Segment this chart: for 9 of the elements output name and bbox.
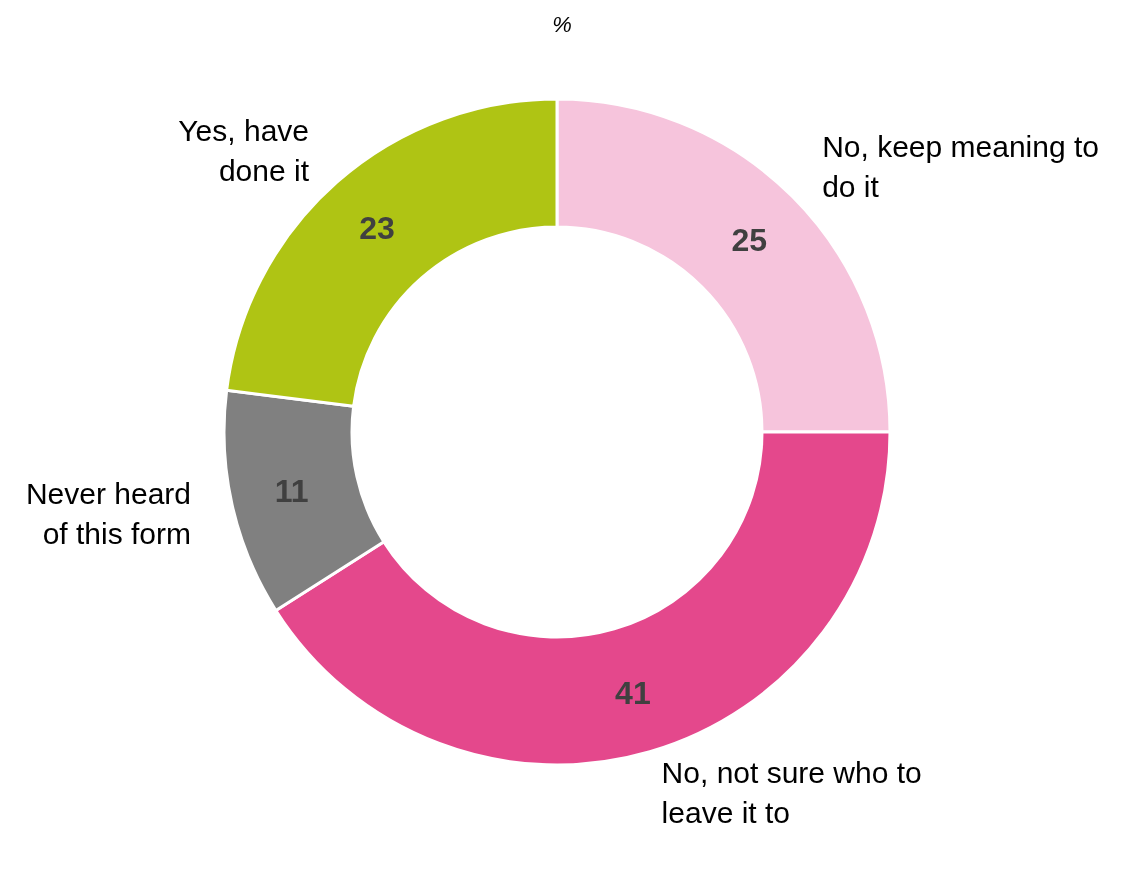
slice-label: Yes, have done it	[178, 114, 310, 188]
data-label: 11	[274, 473, 309, 510]
data-label: 25	[731, 221, 768, 258]
slice-label: No, keep meaning to do it	[822, 130, 1100, 204]
data-label: 41	[615, 675, 651, 712]
slice-label: No, not sure who to leave it to	[661, 755, 922, 829]
data-label: 23	[359, 209, 395, 246]
chart-title: %	[552, 11, 572, 37]
slice-label: Never heard of this form	[25, 477, 192, 551]
